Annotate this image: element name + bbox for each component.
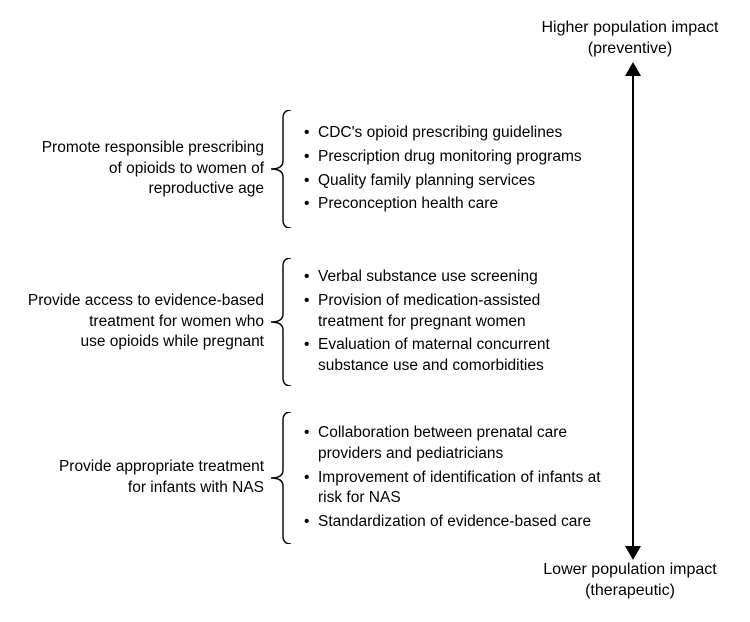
list-item: •CDC's opioid prescribing guidelines — [304, 123, 602, 144]
list-item-text: CDC's opioid prescribing guidelines — [318, 123, 602, 144]
list-item: •Prescription drug monitoring programs — [304, 147, 602, 168]
group-title: Provide appropriate treatment for infants… — [10, 457, 270, 499]
axis-bottom-label-line2: (therapeutic) — [585, 582, 675, 599]
group-title-line: use opioids while pregnant — [80, 333, 264, 350]
list-item-text: Improvement of identification of infants… — [318, 468, 602, 510]
group-title: Provide access to evidence-based treatmen… — [10, 291, 270, 354]
group-title-line: of opioids to women of — [109, 160, 264, 177]
group-title-line: Provide access to evidence-based — [28, 292, 264, 309]
bullet-icon: • — [304, 335, 318, 356]
group-title-line: reproductive age — [149, 180, 264, 197]
axis-bottom-label-line1: Lower population impact — [543, 561, 716, 578]
group-title-line: Provide appropriate treatment — [59, 458, 264, 475]
diagram-canvas: Higher population impact (preventive) Lo… — [0, 0, 750, 622]
list-item: •Quality family planning services — [304, 171, 602, 192]
list-item: •Standardization of evidence-based care — [304, 512, 602, 533]
list-item: •Verbal substance use screening — [304, 267, 602, 288]
brace-icon — [270, 110, 292, 228]
list-item: •Improvement of identification of infant… — [304, 468, 602, 510]
list-item: •Collaboration between prenatal care pro… — [304, 423, 602, 465]
list-item-text: Standardization of evidence-based care — [318, 512, 602, 533]
axis-top-label-line1: Higher population impact — [542, 19, 719, 36]
bullet-icon: • — [304, 123, 318, 144]
bullet-icon: • — [304, 147, 318, 168]
group-items: •CDC's opioid prescribing guidelines•Pre… — [292, 120, 602, 219]
list-item-text: Verbal substance use screening — [318, 267, 602, 288]
brace-icon — [270, 412, 292, 544]
list-item-text: Preconception health care — [318, 194, 602, 215]
bullet-icon: • — [304, 512, 318, 533]
impact-axis-line — [632, 70, 634, 550]
strategy-group: Provide appropriate treatment for infants… — [10, 412, 605, 544]
bullet-icon: • — [304, 267, 318, 288]
list-item: •Provision of medication-assisted treatm… — [304, 291, 602, 333]
list-item-text: Provision of medication-assisted treatme… — [318, 291, 602, 333]
group-title-line: treatment for women who — [89, 313, 264, 330]
list-item-text: Evaluation of maternal concurrent substa… — [318, 335, 602, 377]
bullet-icon: • — [304, 194, 318, 215]
list-item: •Preconception health care — [304, 194, 602, 215]
list-item-text: Collaboration between prenatal care prov… — [318, 423, 602, 465]
axis-top-label: Higher population impact (preventive) — [520, 18, 740, 60]
list-item: •Evaluation of maternal concurrent subst… — [304, 335, 602, 377]
axis-top-label-line2: (preventive) — [588, 40, 672, 57]
arrow-down-icon — [625, 546, 641, 560]
group-title: Promote responsible prescribing of opioid… — [10, 138, 270, 201]
brace-icon — [270, 258, 292, 386]
list-item-text: Prescription drug monitoring programs — [318, 147, 602, 168]
strategy-group: Promote responsible prescribing of opioid… — [10, 110, 605, 228]
group-items: •Collaboration between prenatal care pro… — [292, 420, 602, 537]
bullet-icon: • — [304, 468, 318, 489]
bullet-icon: • — [304, 171, 318, 192]
group-title-line: Promote responsible prescribing — [42, 139, 264, 156]
axis-bottom-label: Lower population impact (therapeutic) — [520, 560, 740, 602]
group-items: •Verbal substance use screening•Provisio… — [292, 264, 602, 381]
bullet-icon: • — [304, 291, 318, 312]
group-title-line: for infants with NAS — [128, 479, 264, 496]
bullet-icon: • — [304, 423, 318, 444]
strategy-group: Provide access to evidence-based treatmen… — [10, 258, 605, 386]
list-item-text: Quality family planning services — [318, 171, 602, 192]
